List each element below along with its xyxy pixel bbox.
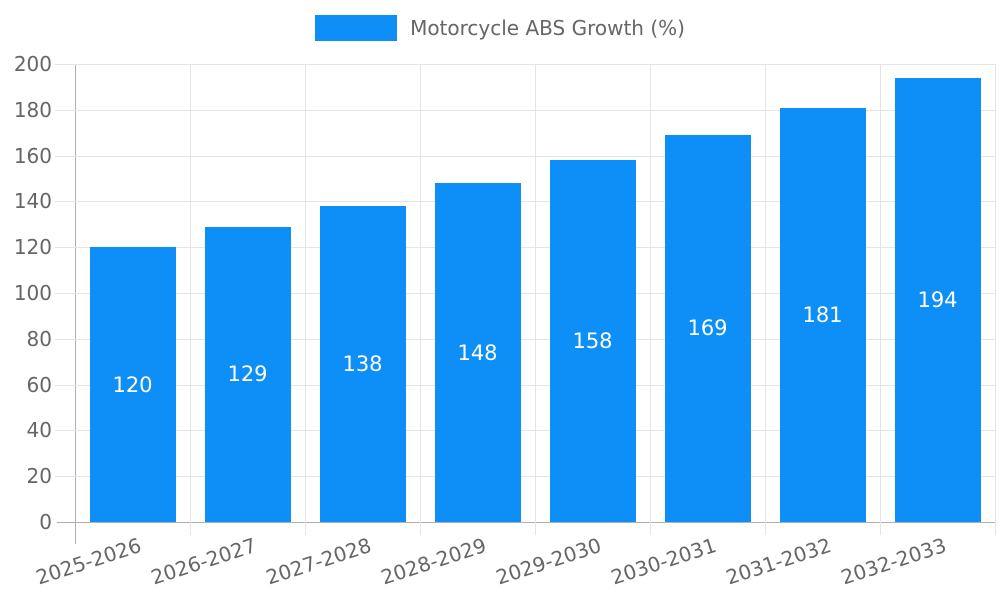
gridline-v	[420, 64, 421, 522]
gridline-v	[880, 64, 881, 522]
gridline-v	[995, 64, 996, 522]
bar-2028-2029[interactable]	[434, 183, 521, 522]
bar-2027-2028[interactable]	[319, 205, 406, 522]
y-tick-mark	[55, 384, 75, 386]
y-axis-tick-label: 160	[13, 143, 52, 168]
x-axis-tick-label: 2030-2031	[608, 533, 720, 590]
chart-legend[interactable]: Motorcycle ABS Growth (%)	[0, 15, 1000, 41]
x-axis-tick-label: 2032-2033	[838, 533, 950, 590]
bar-value-label: 138	[342, 351, 383, 376]
y-tick-mark	[55, 338, 75, 340]
y-axis-tick-label: 100	[13, 281, 52, 305]
bar-2026-2027[interactable]	[204, 226, 291, 522]
gridline-v	[650, 64, 651, 522]
bar-2031-2032[interactable]	[779, 107, 866, 522]
legend-swatch-icon	[315, 15, 398, 41]
x-axis-tick-label: 2025-2026	[33, 533, 145, 590]
y-axis-tick-label: 180	[13, 97, 52, 122]
y-axis-tick-label: 80	[26, 326, 52, 351]
y-axis-tick-label: 20	[26, 464, 52, 489]
bar-value-label: 148	[457, 340, 498, 365]
x-tick-mark	[995, 522, 996, 535]
x-axis-tick-label: 2029-2030	[493, 533, 605, 590]
y-axis-tick-label: 0	[39, 510, 52, 534]
y-tick-mark	[55, 109, 75, 111]
y-tick-mark	[55, 155, 75, 157]
y-axis-tick-label: 120	[13, 235, 52, 260]
x-tick-mark	[535, 522, 536, 535]
bar-value-label: 194	[917, 287, 958, 312]
y-axis-tick-label: 40	[26, 418, 52, 443]
plot-area: 0 20 40 60 80 100 120 140 160 180 200 120 2025-2026 1…	[14, 53, 996, 590]
y-axis-tick-label: 140	[13, 189, 52, 214]
x-axis-tick-label: 2028-2029	[378, 533, 490, 590]
bar-value-label: 120	[112, 372, 153, 397]
x-tick-mark	[420, 522, 421, 535]
bar-2025-2026[interactable]	[89, 247, 176, 522]
bar-value-label: 158	[572, 329, 613, 354]
y-tick-mark	[55, 201, 75, 203]
gridline-v	[305, 64, 306, 522]
x-axis-tick-label: 2027-2028	[263, 533, 375, 590]
y-axis-tick-label: 60	[26, 372, 52, 397]
y-axis-line	[75, 64, 76, 544]
y-tick-mark	[55, 293, 75, 294]
legend-label: Motorcycle ABS Growth (%)	[410, 16, 685, 40]
x-axis-tick-label: 2031-2032	[723, 533, 835, 590]
x-tick-mark	[880, 522, 881, 535]
bar-2029-2030[interactable]	[549, 160, 636, 522]
x-tick-mark	[650, 522, 651, 535]
gridline-v	[765, 64, 766, 522]
gridline-v	[190, 64, 191, 522]
y-tick-mark	[55, 247, 75, 249]
bar-value-label: 129	[227, 362, 268, 387]
x-tick-mark	[190, 522, 191, 535]
y-tick-mark	[55, 64, 75, 65]
y-tick-mark	[55, 430, 75, 432]
x-axis-line	[57, 522, 995, 523]
x-tick-mark	[765, 522, 766, 535]
bar-2030-2031[interactable]	[664, 135, 751, 522]
gridline-v	[535, 64, 536, 522]
bar-2032-2033[interactable]	[894, 77, 981, 522]
y-axis-tick-label: 200	[13, 52, 52, 76]
x-axis-tick-label: 2026-2027	[148, 533, 260, 590]
x-tick-mark	[305, 522, 306, 535]
bar-value-label: 181	[802, 302, 843, 327]
y-tick-mark	[55, 476, 75, 478]
bar-value-label: 169	[687, 316, 728, 341]
